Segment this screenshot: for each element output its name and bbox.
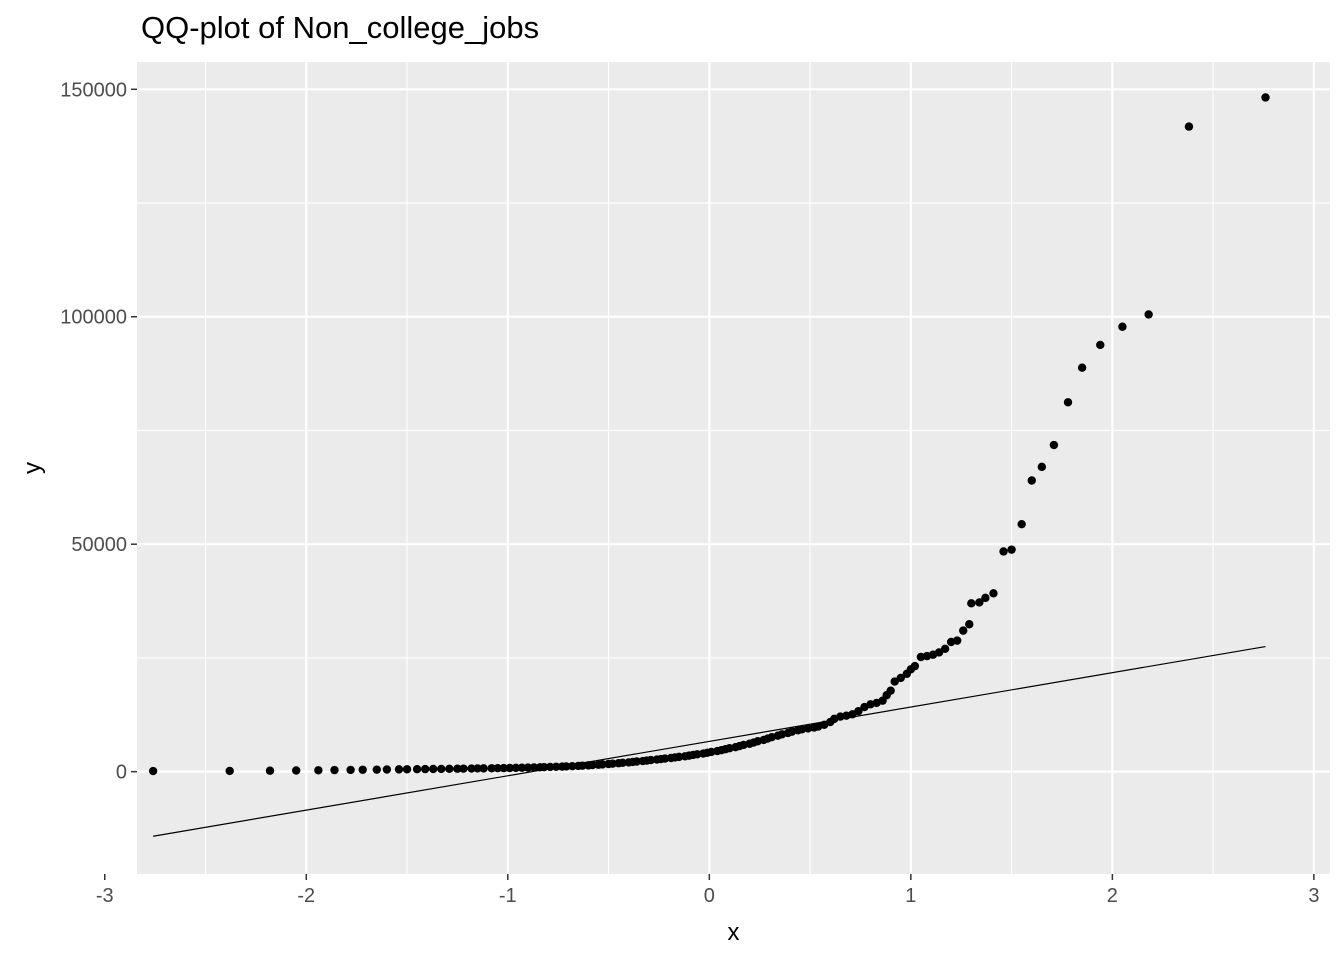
data-point <box>292 766 301 775</box>
data-point <box>1118 322 1127 331</box>
data-point <box>330 765 339 775</box>
data-point <box>646 755 656 765</box>
data-point <box>934 648 944 657</box>
data-point <box>225 766 234 776</box>
y-axis-title: y <box>19 462 46 474</box>
data-point <box>890 677 899 686</box>
data-point <box>453 764 462 773</box>
data-point <box>854 706 863 716</box>
y-tick-label: 50000 <box>71 534 127 556</box>
data-point <box>981 593 990 603</box>
data-point <box>394 765 404 774</box>
x-tick-label: 1 <box>905 885 916 907</box>
data-point <box>896 673 905 683</box>
data-point <box>618 758 627 768</box>
y-tick-label: 100000 <box>60 307 127 329</box>
data-point <box>459 764 468 773</box>
x-tick-label: 2 <box>1107 885 1118 907</box>
data-point <box>1096 340 1105 350</box>
plot-panel <box>137 62 1330 874</box>
data-point <box>989 589 998 598</box>
x-tick-label: -3 <box>96 885 114 907</box>
data-point <box>429 764 438 774</box>
data-point <box>382 765 392 774</box>
chart-title: QQ-plot of Non_college_jobs <box>141 10 540 45</box>
y-tick-label: 150000 <box>60 79 127 101</box>
data-point <box>588 760 597 770</box>
data-point <box>999 547 1008 556</box>
reference-line <box>153 645 1266 837</box>
data-point <box>539 762 549 772</box>
data-point <box>529 763 539 772</box>
data-point <box>545 762 555 772</box>
data-point <box>568 761 577 771</box>
data-point <box>975 598 984 607</box>
data-point <box>940 644 950 654</box>
data-point <box>493 763 502 773</box>
data-point <box>965 620 974 629</box>
data-point <box>314 766 323 775</box>
data-point <box>346 765 355 775</box>
x-tick-label: -1 <box>499 885 517 907</box>
data-point <box>1037 462 1047 472</box>
data-point <box>148 766 158 776</box>
x-axis-title: x <box>728 919 740 946</box>
y-tick-label: 0 <box>116 762 127 784</box>
x-tick-label: -2 <box>297 885 315 907</box>
data-point <box>578 761 587 770</box>
data-point <box>952 636 962 645</box>
data-point <box>608 759 617 768</box>
data-point <box>523 763 533 772</box>
data-point <box>445 764 454 774</box>
x-tick-label: 3 <box>1308 885 1319 907</box>
data-point <box>959 626 968 635</box>
data-point <box>420 764 430 774</box>
data-point <box>511 763 521 773</box>
data-point <box>660 754 670 763</box>
data-point <box>1144 310 1153 319</box>
data-point <box>265 766 275 775</box>
data-point <box>674 752 684 762</box>
data-point <box>910 661 920 671</box>
data-point <box>372 765 382 774</box>
data-point <box>1027 476 1036 485</box>
data-point <box>1007 545 1016 554</box>
data-point <box>402 765 412 774</box>
data-point <box>1184 122 1194 131</box>
x-tick-label: 0 <box>704 885 715 907</box>
data-point <box>499 763 508 773</box>
data-point <box>1261 93 1270 102</box>
data-point <box>517 763 527 772</box>
data-point <box>505 763 515 773</box>
data-point <box>598 760 607 769</box>
data-point <box>1049 440 1059 450</box>
data-point <box>886 686 895 695</box>
data-point <box>551 762 561 771</box>
data-point <box>358 765 367 774</box>
data-point <box>473 764 482 773</box>
data-point <box>1063 398 1073 407</box>
data-point <box>467 764 476 773</box>
data-point <box>562 762 571 771</box>
data-point <box>479 764 488 773</box>
data-point <box>1077 363 1087 372</box>
data-point <box>632 757 641 766</box>
data-point <box>437 764 446 774</box>
data-point <box>487 764 496 773</box>
data-point <box>967 599 976 608</box>
data-point <box>412 764 422 774</box>
data-point <box>1017 519 1026 529</box>
